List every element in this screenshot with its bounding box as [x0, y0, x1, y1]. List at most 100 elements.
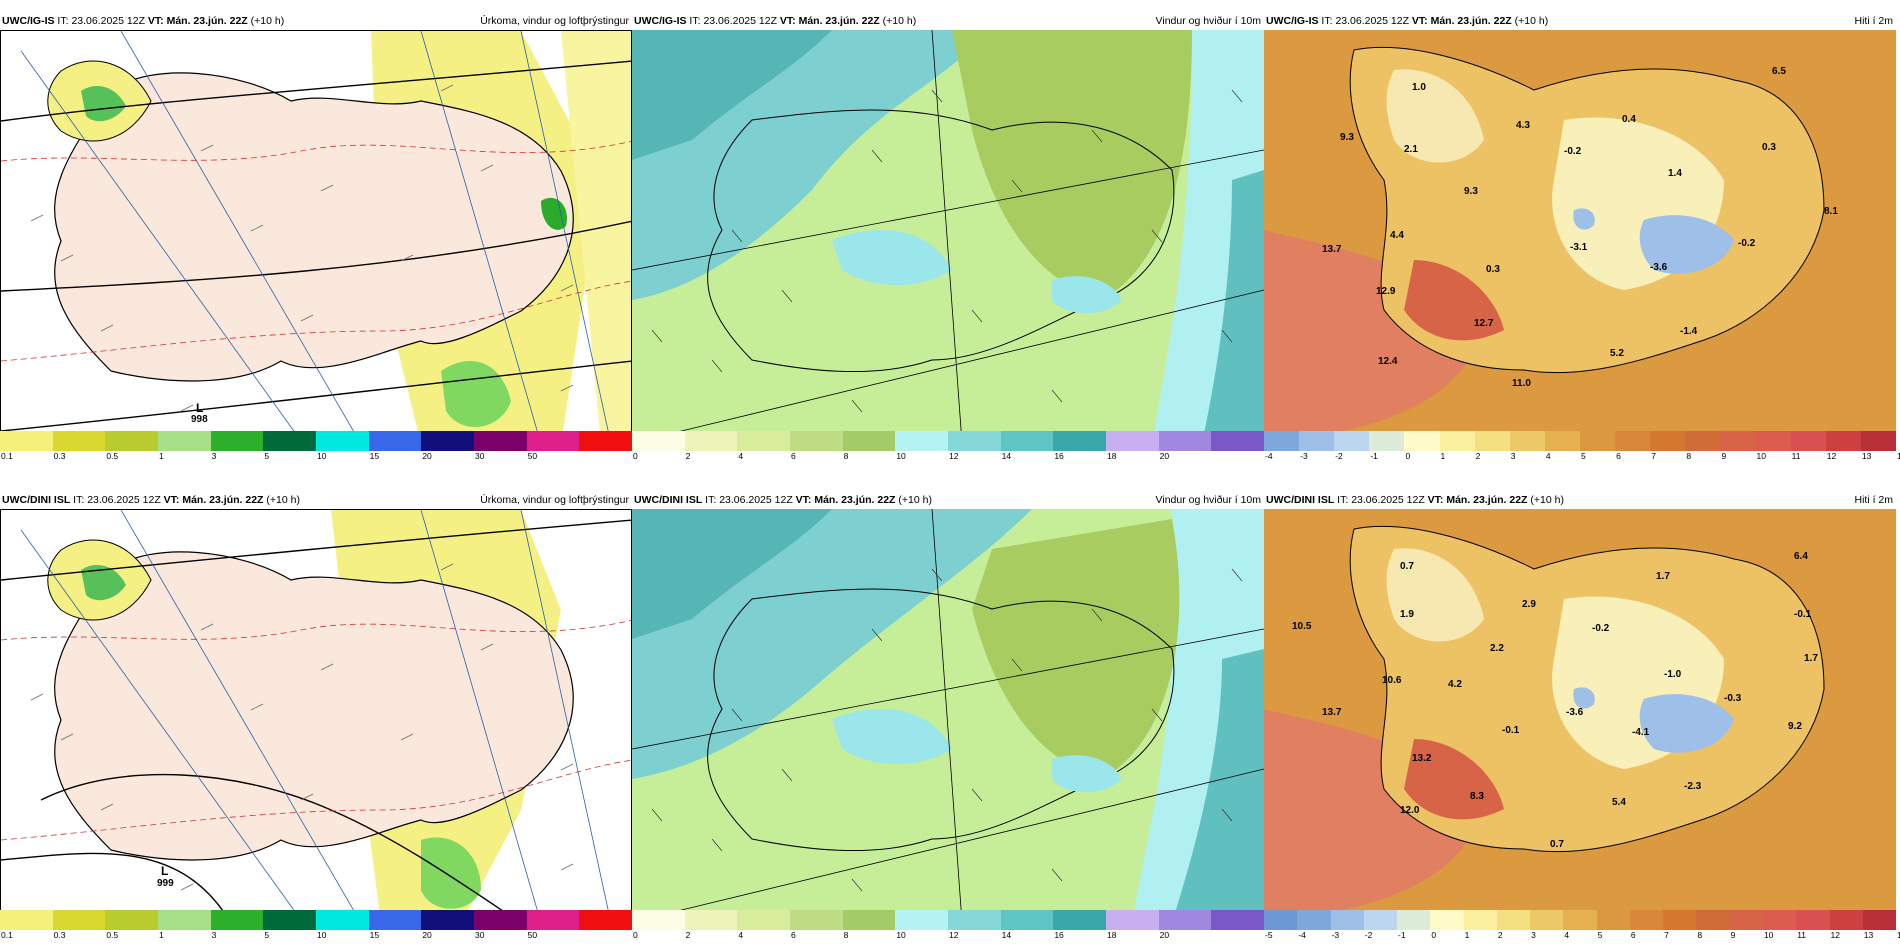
legend-tick-label: 11: [1797, 930, 1807, 940]
init-time: 23.06.2025 12Z: [703, 15, 777, 27]
legend-tick-label: 0.5: [106, 451, 119, 461]
legend-tick-label: 3: [211, 930, 217, 940]
legend-tick-label: 1: [1464, 930, 1470, 940]
temp-value: 0.3: [1486, 264, 1500, 275]
legend-tick-label: 12: [949, 930, 959, 940]
legend-tick-label: 0: [1405, 451, 1411, 461]
temp-value: 6.4: [1794, 551, 1808, 562]
vt-label: VT:: [795, 494, 812, 506]
legend-tick-label: 20: [1159, 451, 1170, 461]
low-pressure-label: L: [196, 401, 204, 415]
wind-map: [632, 509, 1264, 922]
wind-map: [632, 30, 1264, 443]
legend-swatch: [684, 910, 738, 930]
legend-tick-label: 3: [211, 451, 217, 461]
legend-swatch: [1158, 910, 1212, 930]
legend-tick-label: 1: [159, 930, 164, 940]
temp-value: 5.4: [1612, 797, 1626, 808]
temp-value: 4.4: [1390, 230, 1404, 241]
legend-swatch: [1860, 431, 1896, 451]
legend-tick-label: 12: [1826, 451, 1837, 461]
init-time: 23.06.2025 12Z: [87, 494, 161, 506]
it-label: IT:: [73, 494, 85, 506]
panel-temp-row2: UWC/DINI ISL IT: 23.06.2025 12Z VT: Mán.…: [1264, 492, 1896, 947]
legend-swatch: [1862, 910, 1897, 930]
temp-value: -0.2: [1738, 238, 1756, 249]
legend-tick-label: 50: [527, 451, 538, 461]
legend-swatch: [1334, 431, 1370, 451]
legend-swatch: [1720, 431, 1756, 451]
valid-time: Mán. 23.jún. 22Z: [814, 494, 896, 506]
precip-map: L 999: [0, 509, 632, 922]
valid-time: Mán. 23.jún. 22Z: [798, 15, 880, 27]
legend-swatch: [1363, 910, 1398, 930]
legend-swatch: [1762, 910, 1797, 930]
temperature-map: 1.0 6.5 9.3 2.1 4.3 0.4 -0.2 0.3 9.3 1.4…: [1264, 30, 1896, 443]
panel-title: Vindur og hviður í 10m: [1155, 15, 1261, 27]
legend-swatch: [632, 910, 685, 930]
panel-precip-row2: UWC/DINI ISL IT: 23.06.2025 12Z VT: Mán.…: [0, 492, 632, 947]
legend-swatch: [1596, 910, 1630, 930]
legend-tick-label: 9: [1721, 451, 1727, 461]
legend-tick-label: 10: [317, 451, 327, 461]
legend-tick-label: 5: [1597, 930, 1603, 940]
panel-wind-row1: UWC/IG-IS IT: 23.06.2025 12Z VT: Mán. 23…: [632, 13, 1264, 468]
legend-swatch: [0, 431, 53, 451]
precip-map: L 998: [0, 30, 632, 443]
legend-tick-label: 13: [1863, 930, 1874, 940]
legend-swatch: [1685, 431, 1721, 451]
legend-swatch: [316, 910, 369, 930]
legend-swatch: [1264, 431, 1300, 451]
legend-tick-label: 1: [159, 451, 164, 461]
legend-tick-label: 4: [738, 451, 744, 461]
panel-header: UWC/DINI ISL IT: 23.06.2025 12Z VT: Mán.…: [632, 492, 1264, 508]
panel-title: Hiti í 2m: [1854, 15, 1893, 27]
vt-label: VT:: [147, 15, 164, 27]
legend-tick-label: 14: [1897, 451, 1900, 461]
legend-swatch: [1430, 910, 1464, 930]
lead-time: (+10 h): [882, 15, 917, 27]
legend-swatch: [1000, 910, 1054, 930]
legend-tick-label: 7: [1664, 930, 1669, 940]
legend-swatch: [526, 431, 580, 451]
temp-value: 6.5: [1772, 66, 1786, 77]
legend-tick-label: 8: [843, 930, 849, 940]
legend-tick-label: 18: [1107, 930, 1117, 940]
legend-swatch: [158, 431, 211, 451]
legend-swatch: [210, 431, 264, 451]
legend-swatch: [52, 910, 106, 930]
temp-value: 0.4: [1622, 114, 1636, 125]
legend-tick-label: 6: [791, 930, 796, 940]
valid-time: Mán. 23.jún. 22Z: [182, 494, 264, 506]
legend-ticks: -5-4-3-2-101234567891011121314: [1264, 930, 1900, 944]
it-label: IT:: [689, 15, 701, 27]
temp-value: 1.9: [1400, 609, 1414, 620]
lead-time: (+10 h): [266, 494, 300, 506]
legend-swatch: [1496, 910, 1531, 930]
temp-value: -3.1: [1570, 242, 1588, 253]
legend-swatch: [526, 910, 580, 930]
valid-time: Mán. 23.jún. 22Z: [1446, 494, 1528, 506]
panel-header: UWC/DINI ISL IT: 23.06.2025 12Z VT: Mán.…: [0, 492, 632, 508]
temp-value: 5.2: [1610, 348, 1624, 359]
legend-tick-label: 30: [475, 451, 485, 461]
temp-value: -4.1: [1632, 727, 1650, 738]
panel-title: Úrkoma, vindur og loftþrýstingur: [480, 494, 629, 506]
panel-title: Úrkoma, vindur og loftþrýstingur: [480, 15, 629, 27]
panel-temp-row1: UWC/IG-IS IT: 23.06.2025 12Z VT: Mán. 23…: [1264, 13, 1896, 468]
legend-swatch: [368, 431, 422, 451]
it-label: IT:: [57, 15, 69, 27]
legend-tick-label: -5: [1265, 930, 1273, 940]
legend-swatch: [790, 431, 843, 451]
legend-swatch: [1615, 431, 1651, 451]
legend-tick-label: 2: [685, 930, 691, 940]
legend-swatch: [1474, 431, 1510, 451]
temp-value: 0.7: [1400, 561, 1414, 572]
legend-tick-label: 2: [685, 451, 691, 461]
legend-tick-label: 0.1: [1, 930, 13, 940]
panel-header: UWC/IG-IS IT: 23.06.2025 12Z VT: Mán. 23…: [1264, 13, 1896, 29]
model-name: UWC/DINI ISL: [1266, 494, 1335, 506]
lead-time: (+10 h): [1530, 494, 1564, 506]
legend-tick-label: 2: [1497, 930, 1503, 940]
legend-tick-label: 1: [1440, 451, 1446, 461]
